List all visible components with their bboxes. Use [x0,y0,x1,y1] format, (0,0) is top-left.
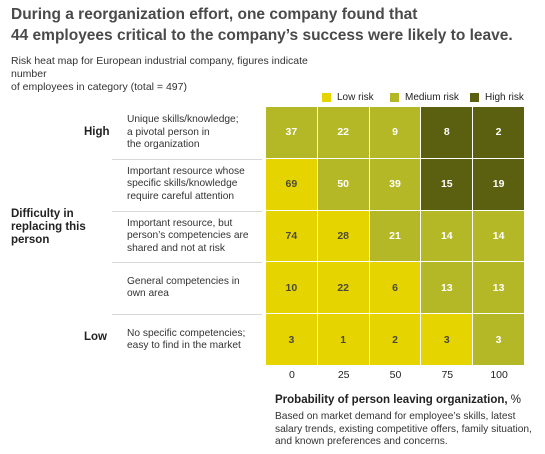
y-level-high: High [84,126,110,138]
heatmap-cell: 13 [421,262,473,314]
x-tick-label: 75 [441,369,454,381]
row-label-1-line-1: specific skills/knowledge [127,178,238,190]
heatmap-cell: 15 [421,158,473,210]
subtitle-line-2: of employees in category (total = 497) [11,81,187,93]
row-divider-4 [112,314,262,316]
row-label-4-line-1: easy to find in the market [127,340,241,352]
y-axis-label: Difficulty in replacing this person [11,208,101,247]
row-divider-1 [112,158,262,160]
x-axis-note: Based on market demand for employee’s sk… [275,411,532,447]
heatmap-cell: 22 [317,262,369,314]
row-label-2-line-2: shared and not at risk [127,242,225,254]
legend-label-high: High risk [485,92,524,103]
legend-swatch-low [322,93,331,102]
heatmap-cell: 28 [317,210,369,262]
row-label-4-line-0: No specific competencies; [127,327,246,339]
heatmap-cell: 3 [266,314,317,365]
row-label-1: Important resource whose specific skills/… [127,166,259,204]
heatmap-cell: 2 [473,107,524,158]
row-label-2-line-1: person’s competencies are [127,230,249,242]
heatmap-cell: 22 [317,107,369,158]
title-line-2: 44 employees critical to the company’s s… [11,27,513,44]
heatmap-cell: 3 [421,314,473,365]
legend-swatch-medium [390,93,399,102]
heatmap-cell: 6 [369,262,421,314]
x-axis-label-text: Probability of person leaving organizati… [275,394,508,406]
heatmap-cell: 10 [266,262,317,314]
heatmap-cell: 9 [369,107,421,158]
row-divider-3 [112,262,262,264]
row-label-1-line-2: require careful attention [127,190,235,202]
heatmap-cell: 69 [266,158,317,210]
row-label-0-line-1: a pivotal person in [127,126,210,138]
heatmap-cell: 2 [369,314,421,365]
x-axis-label: Probability of person leaving organizati… [275,394,521,406]
row-label-0-line-0: Unique skills/knowledge; [127,114,239,126]
row-label-1-line-0: Important resource whose [127,165,245,177]
row-label-3-line-0: General competencies in [127,275,240,287]
heatmap-cell: 14 [421,210,473,262]
chart-subtitle: Risk heat map for European industrial co… [11,55,341,94]
subtitle-line-1: Risk heat map for European industrial co… [11,55,308,80]
row-label-0: Unique skills/knowledge; a pivotal person… [127,114,259,152]
title-line-1: During a reorganization effort, one comp… [11,6,418,23]
heatmap-cell: 21 [369,210,421,262]
heatmap-cell: 74 [266,210,317,262]
row-label-0-line-2: the organization [127,139,200,151]
row-label-2-line-0: Important resource, but [127,217,233,229]
legend-item-low: Low risk [322,92,374,103]
x-axis-unit: % [510,394,522,406]
x-tick-label: 100 [490,369,508,381]
legend-item-medium: Medium risk [390,92,459,103]
legend-swatch-high [470,93,479,102]
row-label-3: General competencies in own area [127,276,259,301]
heatmap-cell: 3 [473,314,524,365]
x-tick-label: 0 [288,369,295,381]
legend-item-high: High risk [470,92,524,103]
y-axis-label-line-2: replacing this [11,221,86,233]
row-label-4: No specific competencies; easy to find in… [127,328,259,353]
heatmap-cell: 50 [317,158,369,210]
y-level-low: Low [84,331,107,343]
heatmap-cell: 37 [266,107,317,158]
heatmap-cell: 19 [473,158,524,210]
y-axis-label-line-1: Difficulty in [11,208,74,220]
chart-title: During a reorganization effort, one comp… [11,4,536,46]
heatmap-cell: 8 [421,107,473,158]
x-tick-label: 50 [389,369,402,381]
heatmap-cell: 13 [473,262,524,314]
row-label-2: Important resource, but person’s competen… [127,218,259,256]
heatmap-cell: 1 [317,314,369,365]
heatmap-cell: 14 [473,210,524,262]
row-label-3-line-1: own area [127,288,169,300]
y-axis-label-line-3: person [11,234,50,246]
x-tick-label: 25 [337,369,350,381]
row-divider-2 [112,210,262,212]
heatmap-cell: 39 [369,158,421,210]
legend-label-low: Low risk [337,92,374,103]
legend-label-medium: Medium risk [405,92,459,103]
